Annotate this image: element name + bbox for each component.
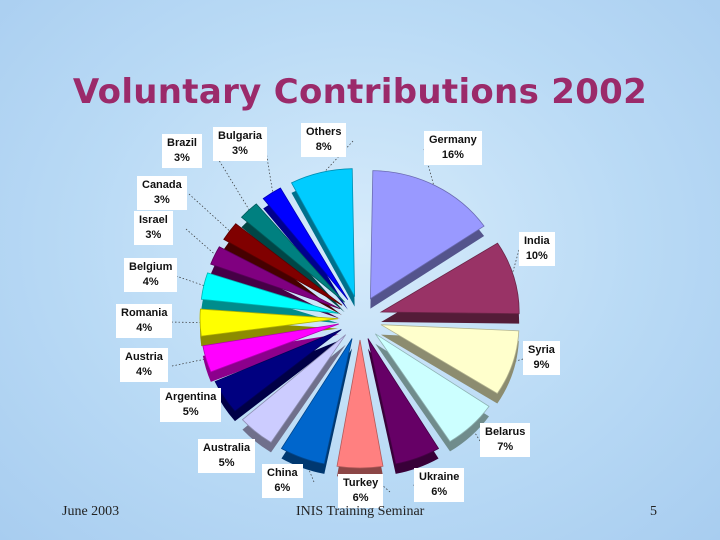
slice-label-name: India	[524, 235, 550, 247]
slice-label-name: Brazil	[167, 137, 197, 149]
slice-label-canada: Canada 3%	[137, 176, 187, 210]
slice-belgium	[200, 272, 339, 314]
slice-label-name: Bulgaria	[218, 130, 263, 142]
slice-label-name: Belgium	[129, 261, 173, 273]
slice-romania	[199, 308, 339, 337]
slice-india	[379, 242, 520, 315]
slice-label-value: 4%	[136, 366, 152, 378]
slice-label-turkey: Turkey 6%	[338, 474, 384, 508]
slice-label-name: Germany	[429, 134, 477, 146]
slice-label-value: 6%	[352, 492, 369, 504]
leader-line-brazil	[213, 151, 251, 213]
slice-label-value: 4%	[142, 276, 159, 288]
slice-others	[290, 168, 356, 297]
slice-tops	[199, 168, 520, 469]
slice-syria	[380, 324, 520, 395]
slice-label-brazil: Brazil 3%	[162, 134, 202, 168]
slice-label-israel: Israel 3%	[134, 211, 173, 245]
footer-page-number: 5	[650, 504, 657, 519]
slice-label-argentina: Argentina 5%	[160, 388, 222, 422]
slice-china	[280, 338, 353, 465]
slice-austria	[202, 323, 339, 373]
slice-label-value: 7%	[497, 441, 514, 453]
slice-germany	[369, 170, 485, 300]
slice-label-value: 3%	[174, 152, 190, 164]
slice-label-name: Canada	[142, 179, 182, 191]
leader-line-others	[321, 140, 354, 176]
slice-label-value: 3%	[145, 229, 162, 241]
slice-argentina	[214, 329, 342, 412]
footer-seminar: INIS Training Seminar	[296, 504, 425, 519]
slice-label-name: Australia	[203, 442, 251, 454]
slice-label-australia: Australia 5%	[198, 439, 256, 473]
slice-turkey	[336, 339, 384, 469]
slice-label-belarus: Belarus 7%	[480, 423, 531, 457]
slice-belarus	[374, 333, 490, 442]
slice-label-value: 10%	[525, 250, 548, 262]
slice-label-romania: Romania 4%	[116, 304, 173, 338]
leader-line-romania	[167, 321, 203, 323]
footer-date: June 2003	[62, 504, 120, 519]
slice-australia	[241, 334, 347, 443]
slice-israel	[210, 246, 341, 310]
slice-label-value: 16%	[441, 149, 464, 161]
slice-label-austria: Austria 4%	[120, 348, 168, 382]
slice-label-india: India 10%	[519, 232, 555, 266]
slice-ukraine	[367, 338, 440, 465]
slice-label-bulgaria: Bulgaria 3%	[213, 127, 268, 161]
slice-label-syria: Syria 9%	[523, 341, 560, 375]
slice-label-name: Argentina	[165, 391, 217, 403]
leader-line-israel	[185, 228, 218, 257]
slide-title: Voluntary Contributions 2002	[72, 72, 648, 112]
slice-brazil	[240, 203, 345, 303]
slice-label-name: Turkey	[343, 477, 379, 489]
slice-label-value: 5%	[182, 406, 199, 418]
slice-label-name: China	[267, 467, 298, 479]
slice-label-name: Belarus	[485, 426, 526, 438]
slice-label-belgium: Belgium 4%	[124, 258, 178, 292]
slice-label-china: China 6%	[262, 464, 303, 498]
slice-label-name: Austria	[125, 351, 163, 363]
slice-label-value: 6%	[274, 482, 291, 494]
slice-label-name: Syria	[528, 344, 555, 356]
leader-line-canada	[188, 193, 232, 234]
leader-line-india	[510, 249, 520, 278]
slice-label-value: 5%	[218, 457, 235, 469]
slice-label-name: Israel	[139, 214, 168, 226]
slice-label-name: Romania	[121, 307, 168, 319]
slice-label-value: 4%	[136, 322, 153, 334]
slice-label-value: 6%	[431, 486, 448, 498]
leader-line-austria	[171, 358, 209, 367]
slice-label-value: 3%	[232, 145, 248, 157]
slice-bulgaria	[262, 187, 349, 300]
slice-label-name: Others	[306, 126, 342, 138]
slice-label-value: 3%	[153, 194, 170, 206]
slice-label-germany: Germany 16%	[424, 131, 482, 165]
slice-label-value: 8%	[315, 141, 332, 153]
leader-line-belgium	[175, 275, 207, 287]
slice-label-ukraine: Ukraine 6%	[414, 468, 465, 502]
slice-label-value: 9%	[533, 359, 550, 371]
slice-label-name: Ukraine	[419, 471, 460, 483]
slice-label-others: Others 8%	[301, 123, 347, 157]
slice-canada	[223, 223, 343, 306]
